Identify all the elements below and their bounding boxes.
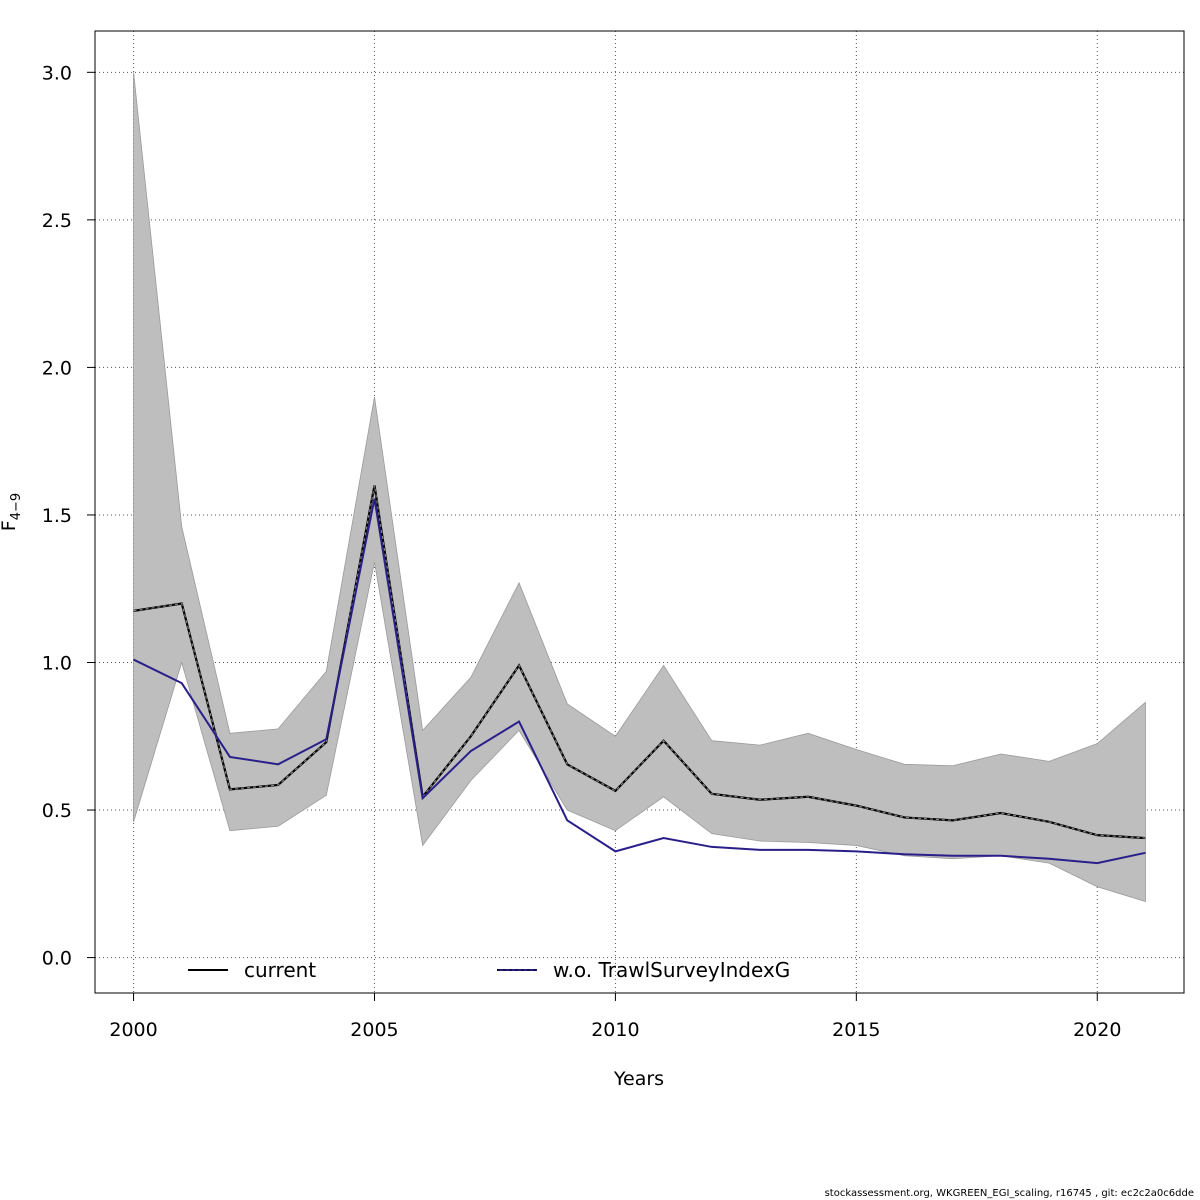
legend-label-current: current — [244, 958, 316, 982]
legend-label-wo-trawl-survey: w.o. TrawlSurveyIndexG — [553, 958, 790, 982]
plot-frame — [94, 30, 1185, 994]
y-tick-label: 2.0 — [42, 357, 72, 379]
y-tick-label: 3.0 — [42, 62, 72, 84]
series-line-current-dash-overlay — [133, 485, 1146, 839]
x-axis: 2000 2005 2010 2015 2020 — [109, 993, 1121, 1041]
legend: current w.o. TrawlSurveyIndexG — [188, 958, 790, 982]
y-axis-title-main: F — [0, 520, 20, 531]
y-tick-label: 1.5 — [42, 505, 72, 527]
x-tick-label: 2010 — [591, 1019, 639, 1041]
x-tick-label: 2005 — [350, 1019, 398, 1041]
y-tick-label: 0.0 — [42, 948, 72, 970]
x-axis-title: Years — [613, 1068, 664, 1090]
y-tick-label: 2.5 — [42, 210, 72, 232]
y-tick-label: 1.0 — [42, 652, 72, 674]
confidence-band — [133, 72, 1146, 903]
series-layer — [133, 485, 1146, 865]
x-tick-label: 2015 — [832, 1019, 880, 1041]
confidence-band-layer — [133, 72, 1146, 903]
y-axis-title-subscript: 4−9 — [9, 493, 24, 520]
y-axis: 0.0 0.5 1.0 1.5 2.0 2.5 3.0 — [42, 62, 95, 970]
x-tick-label: 2020 — [1073, 1019, 1121, 1041]
y-tick-label: 0.5 — [42, 800, 72, 822]
footer-credit: stockassessment.org, WKGREEN_EGI_scaling… — [824, 1188, 1194, 1199]
y-axis-title: F4−9 — [0, 493, 24, 531]
x-tick-label: 2000 — [109, 1019, 157, 1041]
series-line-wo-trawl-survey — [133, 498, 1146, 865]
